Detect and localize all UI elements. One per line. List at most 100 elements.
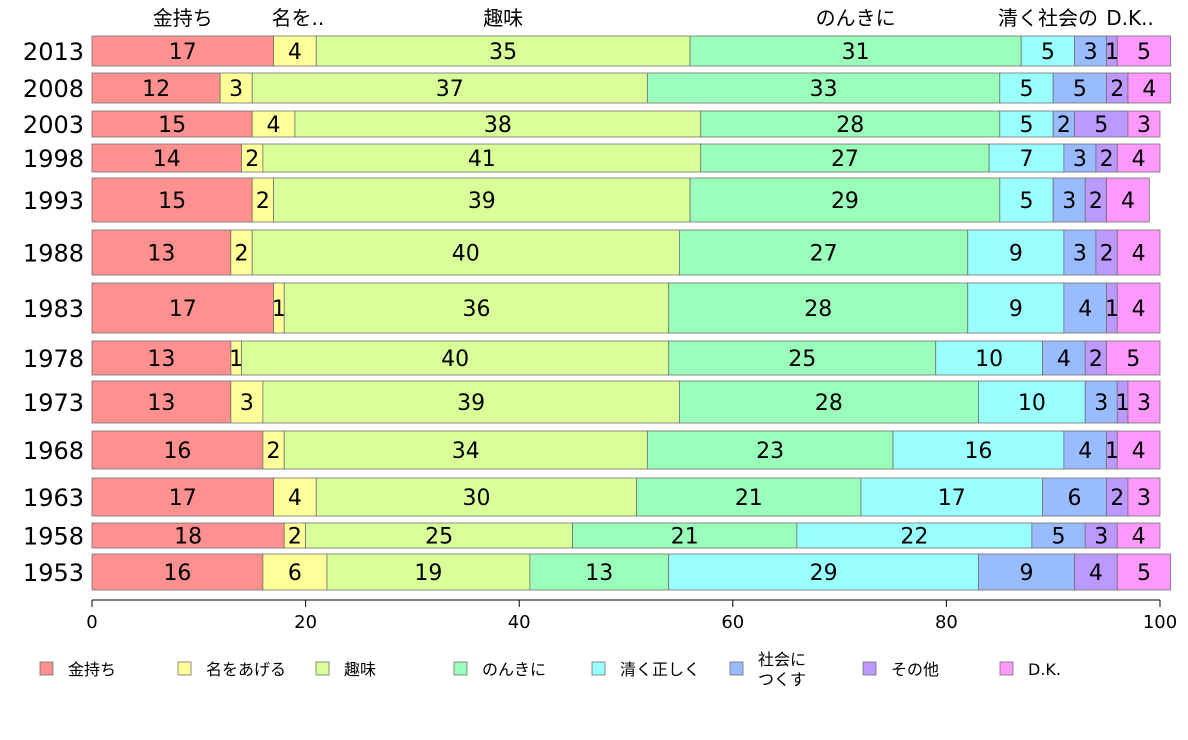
bar-value-label-1958-7: 4 (1132, 525, 1146, 550)
bar-value-label-2008-5: 5 (1073, 77, 1087, 102)
column-header-2: 趣味 (483, 6, 523, 30)
bar-segment-2013-7 (1116, 35, 1172, 67)
bar-segment-1998-4 (988, 143, 1065, 173)
bar-value-label-2003-1: 4 (267, 113, 281, 138)
year-label-1998: 1998 (23, 145, 84, 173)
bar-value-label-1988-7: 4 (1132, 242, 1146, 267)
bar-segment-2013-5 (1074, 35, 1108, 67)
bar-segment-2008-4 (999, 72, 1054, 104)
year-label-1968: 1968 (23, 437, 84, 465)
column-header-6: 清く社会の (998, 6, 1098, 30)
legend-swatch-5 (729, 661, 744, 676)
bar-segment-2013-4 (1020, 35, 1075, 67)
legend-label-5: 社会につくす (758, 650, 806, 689)
bar-value-label-1958-3: 21 (671, 525, 699, 550)
bar-value-label-1973-4: 10 (1018, 391, 1046, 416)
bar-value-label-1963-6: 2 (1110, 486, 1124, 511)
bar-segment-1973-7 (1127, 380, 1161, 424)
bar-segment-1983-2 (283, 282, 670, 334)
bar-segment-1983-0 (91, 282, 274, 334)
bar-value-label-1988-3: 27 (810, 242, 838, 267)
bar-value-label-1963-0: 17 (169, 486, 197, 511)
bar-value-label-1978-1: 1 (229, 347, 243, 372)
bar-value-label-1978-6: 2 (1089, 347, 1103, 372)
bars: 17 4 35 31 5 3 1 512 3 37 33 5 5 2 415 4 38 28 5 2 5 314 2 41 27… (91, 35, 1172, 591)
legend-label-3: のんきに (482, 660, 546, 679)
legend-swatch-6 (862, 661, 877, 676)
bar-value-label-1998-4: 7 (1020, 147, 1034, 172)
bar-segment-2008-2 (251, 72, 648, 104)
year-label-1983: 1983 (23, 295, 84, 323)
bar-segment-2003-7 (1127, 110, 1161, 138)
legend-label-4: 清く正しく (620, 660, 700, 679)
bar-segment-1958-2 (305, 522, 574, 549)
bar-value-label-1958-0: 18 (174, 525, 202, 550)
bar-value-label-1988-4: 9 (1009, 242, 1023, 267)
x-tick-label-40: 40 (508, 612, 531, 633)
bar-value-label-1973-2: 39 (457, 391, 485, 416)
bar-value-label-2008-7: 4 (1142, 77, 1156, 102)
bar-value-label-2008-4: 5 (1020, 77, 1034, 102)
x-axis: 0 20 40 60 80 100 (86, 599, 1177, 633)
bar-value-label-1973-0: 13 (147, 391, 175, 416)
bar-segment-1993-2 (273, 177, 691, 223)
bar-segment-2008-3 (646, 72, 1001, 104)
bar-value-label-1983-7: 4 (1132, 297, 1146, 322)
bar-value-label-1988-0: 13 (147, 242, 175, 267)
bar-value-label-1963-2: 30 (462, 486, 490, 511)
bar-value-label-1983-3: 28 (804, 297, 832, 322)
bar-segment-2013-0 (91, 35, 274, 67)
bar-value-label-2008-0: 12 (142, 77, 170, 102)
bar-segment-1958-4 (796, 522, 1033, 549)
bar-segment-1993-0 (91, 177, 253, 223)
bar-value-label-2013-6: 1 (1105, 40, 1119, 65)
bar-value-label-1983-4: 9 (1009, 297, 1023, 322)
bar-value-label-1953-0: 16 (163, 561, 191, 586)
bar-value-label-1953-3: 13 (585, 561, 613, 586)
bar-segment-1978-3 (668, 340, 937, 376)
bar-segment-1993-4 (999, 177, 1054, 223)
bar-segment-1968-0 (91, 430, 264, 470)
bar-segment-1953-2 (326, 553, 531, 591)
bar-segment-2013-2 (315, 35, 691, 67)
year-label-2008: 2008 (23, 75, 84, 103)
bar-value-label-2013-4: 5 (1041, 40, 1055, 65)
bar-value-label-1983-6: 1 (1105, 297, 1119, 322)
bar-value-label-2003-3: 28 (836, 113, 864, 138)
bar-segment-1983-5 (1063, 282, 1108, 334)
bar-value-label-1993-1: 2 (256, 189, 270, 214)
bar-segment-2003-1 (251, 110, 296, 138)
bar-value-label-1998-7: 4 (1132, 147, 1146, 172)
bar-value-label-1978-2: 40 (441, 347, 469, 372)
bar-segment-1958-6 (1084, 522, 1118, 549)
bar-value-label-1958-2: 25 (425, 525, 453, 550)
bar-segment-1973-0 (91, 380, 232, 424)
bar-value-label-1978-5: 4 (1057, 347, 1071, 372)
bar-segment-1953-5 (978, 553, 1075, 591)
bar-segment-2013-1 (273, 35, 317, 67)
bar-value-label-1958-6: 3 (1094, 525, 1108, 550)
bar-value-label-1988-2: 40 (452, 242, 480, 267)
bar-value-label-2013-3: 31 (842, 40, 870, 65)
bar-segment-1963-0 (91, 477, 274, 517)
bar-value-label-1998-1: 2 (245, 147, 259, 172)
legend-label-7: D.K. (1028, 660, 1061, 679)
bar-value-label-1963-3: 21 (735, 486, 763, 511)
bar-value-label-2008-1: 3 (229, 77, 243, 102)
bar-segment-1998-7 (1116, 143, 1161, 173)
bar-segment-1978-5 (1042, 340, 1086, 376)
column-header-7: D.K.. (1106, 6, 1154, 30)
bar-value-label-1978-0: 13 (147, 347, 175, 372)
bar-value-label-1968-0: 16 (163, 439, 191, 464)
bar-value-label-2008-6: 2 (1110, 77, 1124, 102)
bar-value-label-1988-6: 2 (1100, 242, 1114, 267)
bar-value-label-1958-5: 5 (1052, 525, 1066, 550)
bar-segment-1978-2 (241, 340, 670, 376)
bar-value-label-1953-6: 4 (1089, 561, 1103, 586)
bar-segment-1963-1 (273, 477, 317, 517)
bar-value-label-2013-5: 3 (1084, 40, 1098, 65)
bar-segment-1998-0 (91, 143, 242, 173)
year-labels: 2013 2008 2003 1998 1993 1988 1983 1978 1973 1968… (23, 38, 84, 587)
x-tick-label-100: 100 (1143, 612, 1177, 633)
